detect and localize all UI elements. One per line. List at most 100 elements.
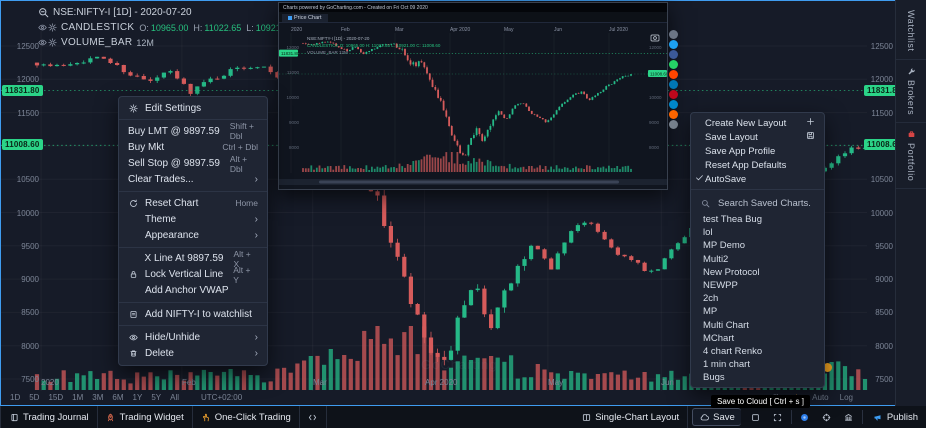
zoom-out-icon[interactable] [37,7,49,19]
reset-icon [128,198,138,208]
toolbar-trading-widget-button[interactable]: Trading Widget [98,406,193,428]
h-label: H: [193,22,203,33]
gear-icon[interactable] [47,38,57,48]
timeframe-1d[interactable]: 1D [10,393,21,402]
menu-item-buy-lmt-9897-59[interactable]: Buy LMT @ 9897.59 Shift + Dbl [119,121,267,141]
svg-text:Apr 2020: Apr 2020 [450,27,471,33]
timeframe-3m[interactable]: 3M [92,393,104,402]
menu-item-sell-stop-9897-59[interactable]: Sell Stop @ 9897.59 Alt + Dbl [119,154,267,174]
saved-chart-1-min-chart[interactable]: 1 min chart [703,359,750,371]
timeframe-5y[interactable]: 5Y [151,393,162,402]
price-tick: 10000 [870,209,893,218]
date-tick: 2020 [41,378,59,387]
log-scale-button[interactable]: Log [839,393,853,402]
submenu-chevron-icon: › [254,229,258,241]
eye-icon[interactable] [37,23,47,33]
menu-item-x-line-at-9897-59[interactable]: X Line At 9897.59 Alt + X [119,249,267,269]
date-tick: Mar [313,378,327,387]
saved-chart-new-protocol[interactable]: New Protocol [703,266,760,278]
shortcut: Home [235,198,258,209]
megaphone-icon [873,412,883,422]
saved-chart-mchart[interactable]: MChart [703,332,735,344]
toolbar-expand-button[interactable] [767,406,789,428]
menu-separator [119,302,267,304]
share-pinterest-icon[interactable] [669,90,678,99]
o-value: 10965.00 [150,22,189,33]
saved-chart-4-chart-renko[interactable]: 4 chart Renko [703,345,763,357]
snapshot-preview-window[interactable]: Charts powered by GoCharting.com - Creat… [278,2,669,190]
menu-item-save-app-profile[interactable]: Save App Profile [705,145,776,157]
timezone-button[interactable]: UTC+02:00 [201,393,243,402]
svg-text:9000: 9000 [289,120,300,125]
toolbar-single-chart-layout-button[interactable]: Single-Chart Layout [573,406,689,428]
code-icon [308,412,318,422]
toolbar-code-button[interactable] [300,406,327,428]
toolbar-save-button[interactable]: Save [692,408,741,426]
toolbar-bank-button[interactable] [838,406,860,428]
menu-item-add-anchor-vwap[interactable]: Add Anchor VWAP [145,285,229,297]
svg-text:12000: 12000 [649,45,662,50]
menu-item-delete[interactable]: Delete › [119,345,267,361]
toolbar-trading-journal-button[interactable]: Trading Journal [0,406,98,428]
toolbar-camera-button[interactable] [794,406,816,428]
share-whatsapp-icon[interactable] [669,60,678,69]
saved-chart-multi-chart[interactable]: Multi Chart [703,319,749,331]
share-telegram-icon[interactable] [669,100,678,109]
menu-item-edit-settings[interactable]: Edit Settings [119,100,267,116]
saved-chart-newpp[interactable]: NEWPP [703,280,738,292]
timeframe-all[interactable]: All [170,393,180,402]
menu-item-save-layout[interactable]: Save Layout [691,130,824,144]
auto-scale-button[interactable]: Auto [812,393,829,402]
toolbar-square-button[interactable] [745,406,767,428]
saved-chart-lol[interactable]: lol [703,227,713,239]
menu-item-reset-app-defaults[interactable]: Reset App Defaults [705,159,787,171]
timeframe-15d[interactable]: 15D [48,393,64,402]
timeframe-1m[interactable]: 1M [72,393,84,402]
menu-item-hide-unhide[interactable]: Hide/Unhide › [119,329,267,345]
toolbar-one-click-trading-button[interactable]: One-Click Trading [193,406,300,428]
saved-chart-mp[interactable]: MP [703,306,718,318]
menu-item-theme[interactable]: Theme › [145,213,258,225]
saved-chart-2ch[interactable]: 2ch [703,293,719,305]
menu-item-autosave[interactable]: AutoSave [691,172,824,186]
toolbar-publish-button[interactable]: Publish [865,406,926,428]
saved-chart-bugs[interactable]: Bugs [703,372,725,384]
tab-price-chart[interactable]: Price Chart [282,14,328,22]
date-tick: May [548,378,564,387]
timeframe-6m[interactable]: 6M [112,393,124,402]
menu-item-clear-trades[interactable]: Clear Trades... › [128,174,258,186]
price-tick: 9000 [21,275,39,284]
menu-item-create-new-layout[interactable]: Create New Layout [691,116,824,130]
menu-item-appearance[interactable]: Appearance › [145,229,258,241]
share-reddit-icon[interactable] [669,70,678,79]
price-tick: 10500 [870,175,893,184]
check-icon [694,173,704,183]
price-tick: 8500 [875,308,893,317]
share-facebook-icon[interactable] [669,50,678,59]
svg-text:11000: 11000 [287,70,300,75]
symbol-title: NSE:NIFTY-I [1D] - 2020-07-20 [53,7,192,18]
menu-item-reset-chart[interactable]: Reset Chart Home [119,195,267,211]
timeframe-5d[interactable]: 5D [29,393,40,402]
time-axis[interactable]: 2020 Feb Mar Apr 2020 May Jun [1,378,895,390]
share-hackernews-icon[interactable] [669,110,678,119]
menu-item-add-nifty-i-to-watchlist[interactable]: Add NIFTY-I to watchlist [119,306,267,322]
toolbar-target-button[interactable] [816,406,838,428]
share-twitter-icon[interactable] [669,40,678,49]
layout-menu: Create New Layout Save Layout Save App Pro… [690,112,825,389]
share-email-icon[interactable] [669,120,678,129]
search-saved-charts[interactable]: Search Saved Charts. [691,193,824,213]
saved-chart-multi2[interactable]: Multi2 [703,253,729,265]
sidebar-tab-brokers[interactable]: Brokers [896,60,926,123]
eye-icon[interactable] [37,38,47,48]
gear-icon[interactable] [47,23,57,33]
share-link-icon[interactable] [669,30,678,39]
sidebar-tab-watchlist[interactable]: Watchlist [896,0,926,60]
sidebar-tab-portfolio[interactable]: Portfolio [896,123,926,190]
menu-item-lock-vertical-line[interactable]: Lock Vertical Line Alt + Y [119,265,267,285]
saved-chart-test-thea-bug[interactable]: test Thea Bug [703,214,762,226]
saved-chart-mp-demo[interactable]: MP Demo [703,240,746,252]
share-linkedin-icon[interactable] [669,80,678,89]
menu-item-buy-mkt[interactable]: Buy Mkt Ctrl + Dbl [128,141,258,153]
timeframe-1y[interactable]: 1Y [132,393,143,402]
